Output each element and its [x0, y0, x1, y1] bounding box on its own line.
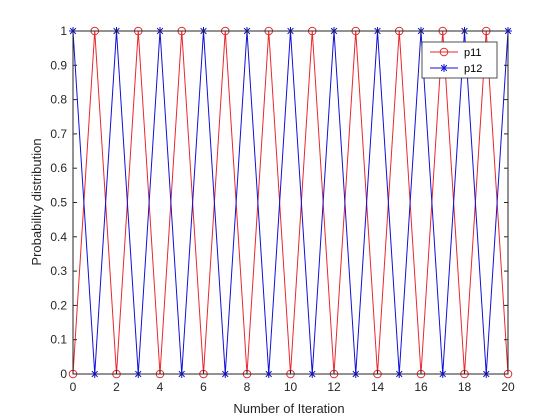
x-tick-label: 6	[200, 380, 207, 394]
legend-label-p12: p12	[464, 63, 482, 75]
x-tick-label: 12	[327, 380, 341, 394]
legend-label-p11: p11	[464, 47, 482, 59]
x-tick-label: 0	[70, 380, 77, 394]
y-tick-label: 0.4	[50, 230, 67, 244]
y-tick-label: 0.2	[50, 298, 67, 312]
series-line-p12	[72, 30, 509, 375]
axes: 0 2 4 6 8 10 12 14 16 18 20 0 0.1 0.2 0.3 0.4 0.5 0.6 0.7 0…	[50, 24, 515, 394]
x-tick-label: 2	[113, 380, 120, 394]
x-axis-label: Number of Iteration	[233, 401, 344, 416]
x-tick-label: 10	[284, 380, 298, 394]
x-tick-label: 20	[501, 380, 515, 394]
x-tick-label: 16	[414, 380, 428, 394]
x-tick-label: 18	[458, 380, 472, 394]
legend-marker-p12	[440, 64, 448, 72]
y-tick-label: 0.5	[50, 196, 67, 210]
legend-marker-p11	[439, 47, 449, 57]
y-tick-label: 0.3	[50, 264, 67, 278]
y-axis-label: Probability distribution	[29, 138, 44, 265]
y-tick-label: 0.7	[50, 127, 67, 141]
y-tick-label: 0.1	[50, 333, 67, 347]
y-tick-label: 0.6	[50, 161, 67, 175]
x-tick-label: 8	[244, 380, 251, 394]
plot-area	[68, 26, 513, 379]
x-tick-label: 4	[157, 380, 164, 394]
y-tick-label: 0	[60, 367, 67, 381]
legend-box	[421, 41, 498, 79]
y-tick-label: 1	[60, 24, 67, 38]
series-line-p11	[72, 30, 509, 375]
x-tick-label: 14	[371, 380, 385, 394]
y-tick-label: 0.9	[50, 58, 67, 72]
y-tick-label: 0.8	[50, 93, 67, 107]
axes-box	[72, 30, 509, 375]
